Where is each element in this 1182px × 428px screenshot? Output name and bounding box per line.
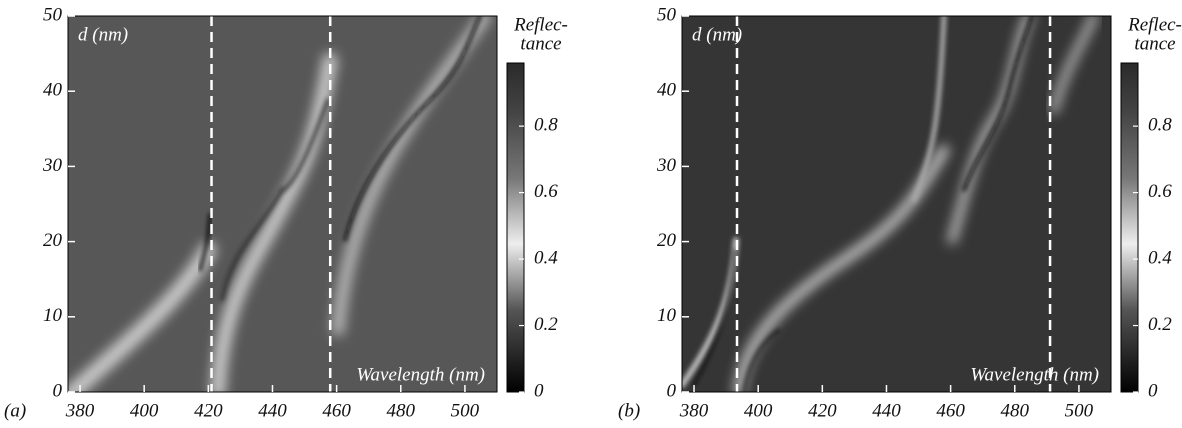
reflectance-feature bbox=[281, 98, 330, 192]
x-tick-label: 380 bbox=[65, 400, 95, 421]
colorbar-label: Reflec- bbox=[513, 14, 568, 35]
y-tick-label: 30 bbox=[656, 155, 677, 176]
panel-label: (b) bbox=[618, 400, 640, 421]
colorbar-tick-label: 0.6 bbox=[534, 181, 558, 202]
reflectance-feature bbox=[198, 213, 212, 272]
reflectance-feature bbox=[343, 16, 482, 242]
colorbar-label: tance bbox=[1134, 33, 1175, 54]
colorbar-tick-label: 0 bbox=[1148, 380, 1158, 401]
reflectance-feature bbox=[1050, 16, 1098, 114]
x-tick-label: 500 bbox=[451, 400, 480, 421]
y-tick-label: 0 bbox=[53, 380, 63, 401]
x-tick-label: 440 bbox=[872, 400, 901, 421]
x-tick-label: 460 bbox=[322, 400, 351, 421]
x-tick-label: 440 bbox=[258, 400, 287, 421]
x-tick-label: 380 bbox=[679, 400, 709, 421]
y-axis-label: d (nm) bbox=[692, 24, 742, 45]
colorbar-tick-label: 0.2 bbox=[1148, 314, 1172, 335]
x-tick-label: 500 bbox=[1065, 400, 1094, 421]
x-axis-label: Wavelength (nm) bbox=[970, 364, 1099, 385]
x-tick-label: 480 bbox=[1001, 400, 1030, 421]
reflectance-feature bbox=[962, 16, 1034, 192]
colorbar-label: Reflec- bbox=[1127, 14, 1182, 35]
colorbar-tick-label: 0 bbox=[534, 380, 544, 401]
x-tick-label: 400 bbox=[130, 400, 159, 421]
colorbar-label: tance bbox=[520, 33, 561, 54]
y-tick-label: 0 bbox=[667, 380, 677, 401]
colorbar-tick-label: 0.6 bbox=[1148, 181, 1172, 202]
reflectance-feature bbox=[743, 329, 780, 392]
x-tick-label: 400 bbox=[744, 400, 773, 421]
y-tick-label: 20 bbox=[43, 230, 63, 251]
reflectance-feature bbox=[911, 16, 947, 203]
heatmap-background bbox=[682, 16, 1111, 392]
colorbar bbox=[506, 62, 525, 393]
colorbar-tick-label: 0.4 bbox=[534, 247, 558, 268]
colorbar-tick-label: 0.8 bbox=[534, 115, 558, 136]
y-tick-label: 40 bbox=[43, 80, 63, 101]
y-tick-label: 50 bbox=[657, 4, 677, 25]
y-tick-label: 40 bbox=[657, 80, 677, 101]
y-axis-label: d (nm) bbox=[78, 24, 128, 45]
reflectance-feature bbox=[948, 16, 1033, 244]
x-axis-label: Wavelength (nm) bbox=[356, 364, 485, 385]
reflectance-feature bbox=[211, 53, 337, 392]
colorbar-tick-label: 0.4 bbox=[1148, 247, 1172, 268]
x-tick-label: 480 bbox=[387, 400, 416, 421]
colorbar-tick-label: 0.2 bbox=[534, 314, 558, 335]
reflectance-feature bbox=[220, 188, 284, 302]
y-tick-label: 20 bbox=[657, 230, 677, 251]
x-tick-label: 460 bbox=[936, 400, 965, 421]
y-tick-label: 50 bbox=[43, 4, 63, 25]
x-tick-label: 420 bbox=[808, 400, 837, 421]
y-tick-label: 10 bbox=[43, 305, 63, 326]
reflectance-feature bbox=[693, 249, 736, 386]
panel-label: (a) bbox=[4, 400, 26, 421]
plot-frame bbox=[67, 15, 498, 393]
reflectance-feature bbox=[332, 16, 491, 336]
y-tick-label: 10 bbox=[657, 305, 677, 326]
reflectance-feature bbox=[68, 242, 216, 392]
plot-frame bbox=[681, 15, 1112, 393]
y-tick-label: 30 bbox=[42, 155, 63, 176]
heatmap-panel bbox=[68, 16, 497, 392]
x-tick-label: 420 bbox=[194, 400, 223, 421]
colorbar-tick-label: 0.8 bbox=[1148, 115, 1172, 136]
heatmap-panel bbox=[682, 16, 1111, 392]
colorbar bbox=[1120, 62, 1139, 393]
